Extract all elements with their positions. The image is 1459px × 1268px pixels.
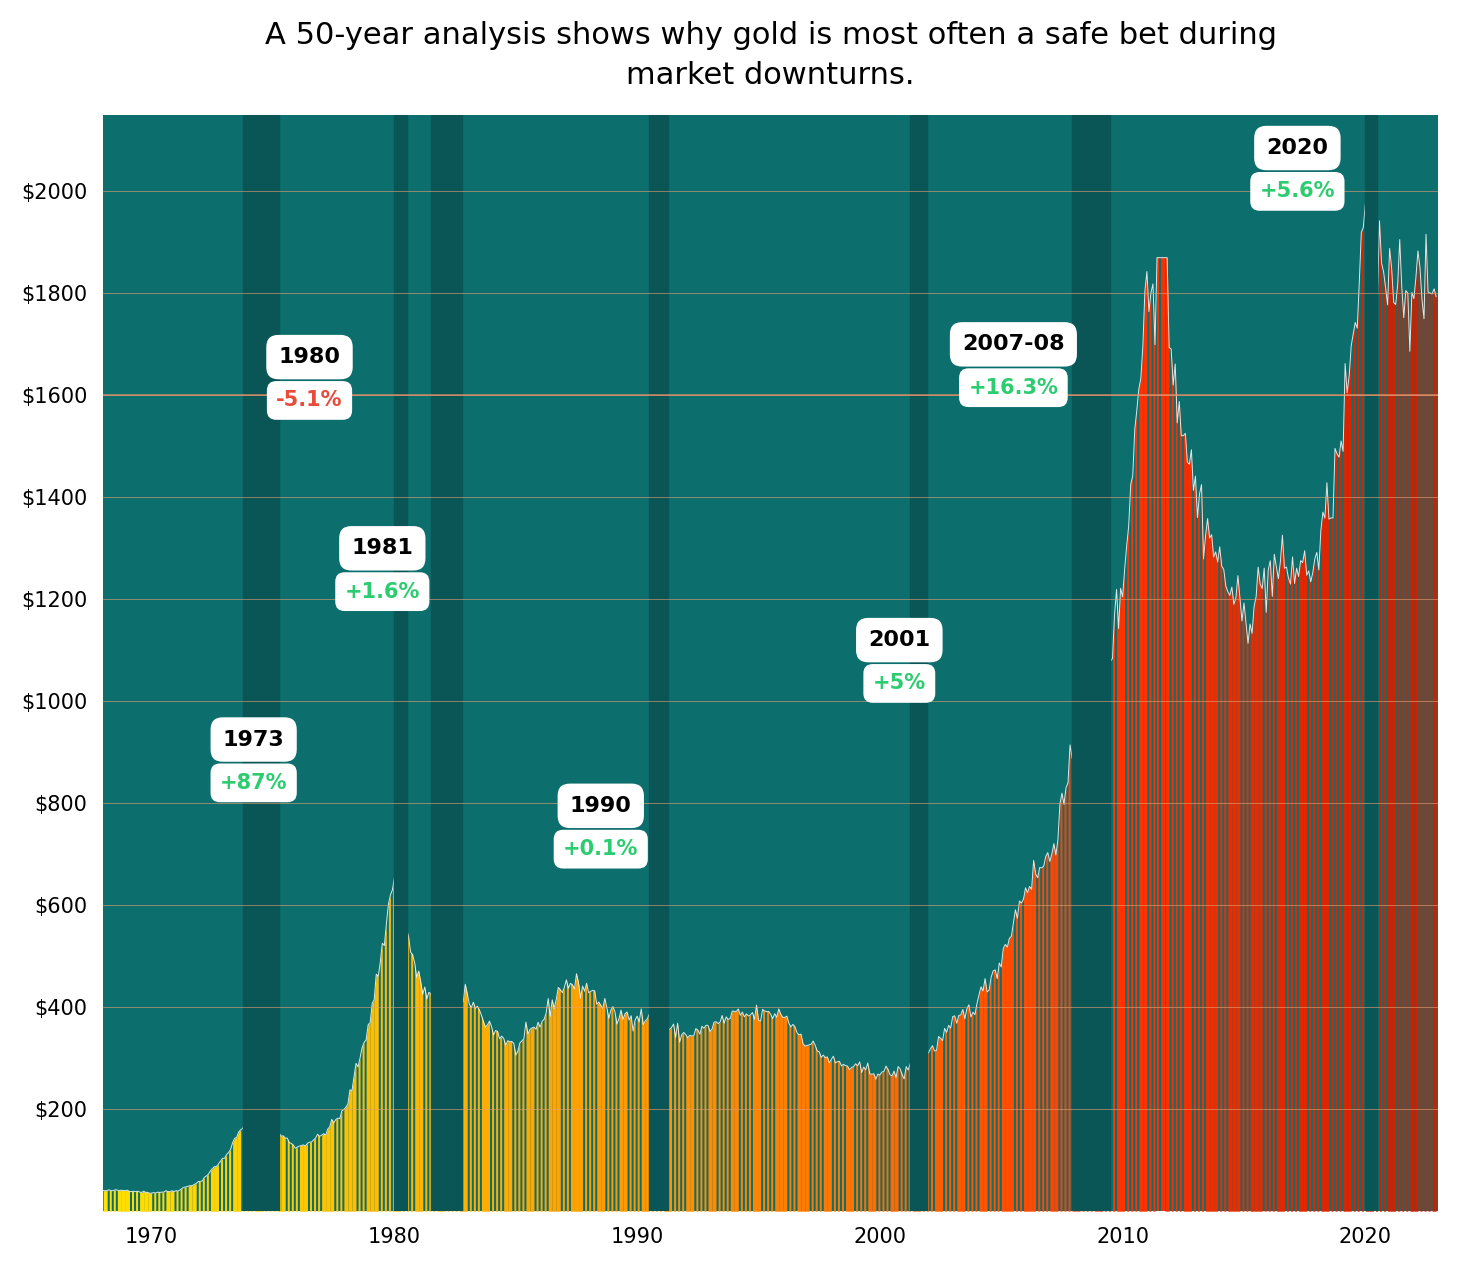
Text: +16.3%: +16.3% [969, 378, 1058, 398]
Text: 1973: 1973 [223, 729, 285, 749]
Text: +87%: +87% [220, 773, 287, 792]
Bar [394, 115, 407, 1211]
Bar [242, 115, 279, 1211]
Bar [1366, 115, 1377, 1211]
Text: 1981: 1981 [352, 539, 413, 558]
Bar [430, 115, 463, 1211]
Title: A 50-year analysis shows why gold is most often a safe bet during
market downtur: A 50-year analysis shows why gold is mos… [264, 20, 1277, 90]
Bar [1072, 115, 1110, 1211]
Text: +5.6%: +5.6% [1259, 181, 1335, 202]
Bar [649, 115, 668, 1211]
Text: 2020: 2020 [1266, 138, 1328, 158]
Text: 1990: 1990 [570, 796, 632, 815]
Text: +0.1%: +0.1% [563, 839, 639, 860]
Text: +5%: +5% [872, 673, 926, 694]
Text: 2007-08: 2007-08 [961, 335, 1065, 354]
Text: -5.1%: -5.1% [276, 391, 343, 411]
Bar [910, 115, 926, 1211]
Text: +1.6%: +1.6% [344, 582, 420, 601]
Text: 1980: 1980 [279, 347, 340, 368]
Text: 2001: 2001 [868, 630, 931, 650]
